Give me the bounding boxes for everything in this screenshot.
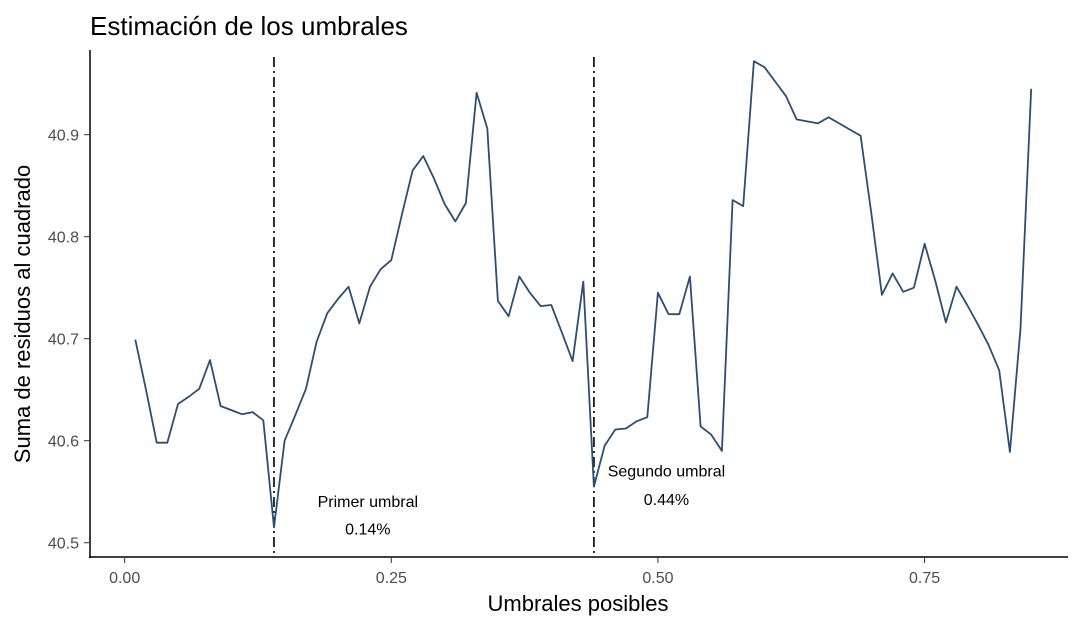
x-tick-label: 0.75 (909, 570, 940, 587)
y-tick-label: 40.6 (48, 434, 79, 451)
threshold-annotation: 0.44% (644, 492, 689, 509)
x-tick-label: 0.25 (376, 570, 407, 587)
threshold-annotation: Segundo umbral (608, 463, 725, 480)
threshold-annotation: 0.14% (345, 522, 390, 539)
x-tick-label: 0.50 (642, 570, 673, 587)
chart-title: Estimación de los umbrales (90, 11, 408, 41)
y-tick-label: 40.9 (48, 128, 79, 145)
x-axis-title: Umbrales posibles (488, 591, 669, 616)
y-tick-label: 40.7 (48, 332, 79, 349)
y-axis-title: Suma de residuos al cuadrado (10, 165, 35, 463)
y-tick-label: 40.8 (48, 230, 79, 247)
y-tick-label: 40.5 (48, 536, 79, 553)
plot-area: 0.00 0.25 0.50 0.75 40.5 40.6 40.7 40.8 40.9 Prim… (48, 50, 1068, 587)
x-tick-label: 0.00 (109, 570, 140, 587)
ssr-series-line (134, 60, 1033, 529)
threshold-annotation: Primer umbral (318, 494, 418, 511)
